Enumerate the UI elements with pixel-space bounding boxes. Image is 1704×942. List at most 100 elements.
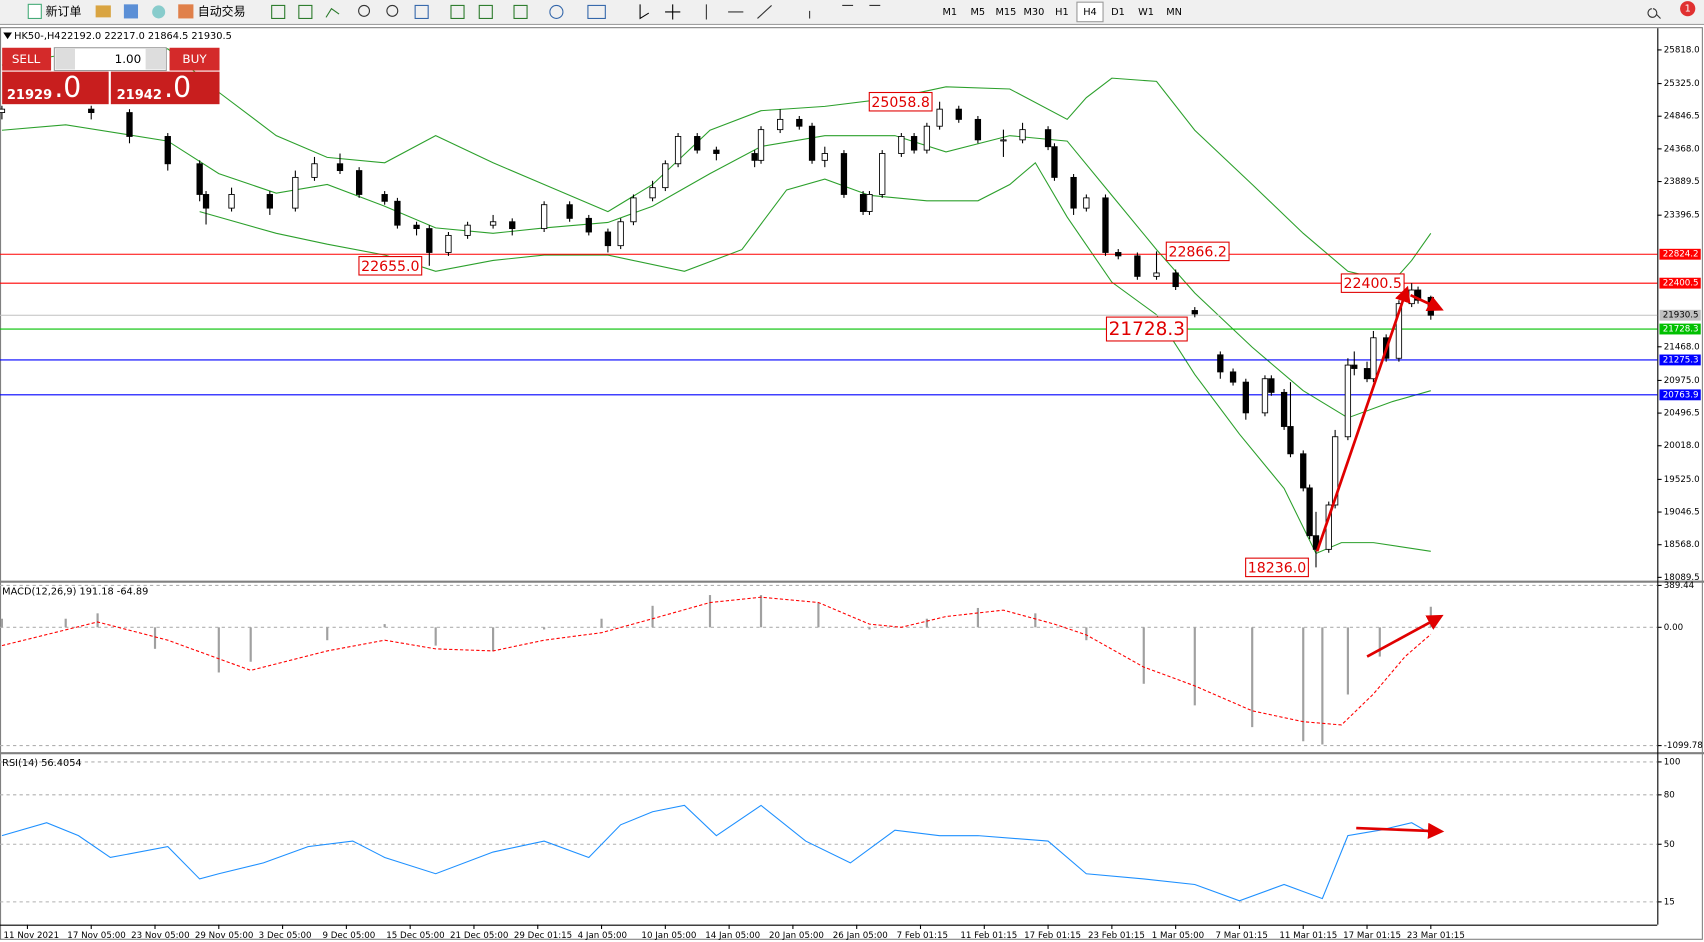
notification-badge[interactable] [1680, 1, 1696, 17]
x-tick-label: 23 Mar 01:15 [1407, 931, 1465, 941]
candle-body [1300, 453, 1307, 489]
timeframe-button[interactable]: M1 [942, 7, 957, 18]
candle-body [1191, 310, 1198, 315]
icon[interactable] [513, 4, 528, 19]
timeframe-button[interactable]: H4 [1083, 7, 1097, 18]
candle-body [808, 125, 816, 161]
arrow [1366, 614, 1444, 658]
lot-up[interactable] [145, 48, 166, 70]
icon[interactable] [325, 7, 340, 18]
icon[interactable] [298, 4, 313, 19]
candle-body [1070, 176, 1077, 209]
candle-body [955, 108, 962, 120]
x-tick-label: 3 Dec 05:00 [259, 931, 312, 941]
annotation-box [1340, 273, 1405, 293]
cursor-icon[interactable] [639, 4, 650, 20]
icon[interactable] [271, 4, 286, 19]
price-annotation: 18236.0 [1248, 560, 1306, 576]
candle-body [1102, 197, 1109, 253]
x-tick-label: 14 Jan 05:00 [705, 931, 760, 941]
lot-down[interactable] [55, 48, 75, 70]
timeframe-button[interactable]: M5 [971, 7, 986, 18]
buy-button[interactable] [169, 47, 220, 71]
sell-price-box[interactable] [2, 71, 109, 105]
icon[interactable] [152, 5, 166, 19]
price-annotation: 22400.5 [1343, 276, 1401, 292]
x-tick-label: 7 Feb 01:15 [897, 931, 948, 941]
auto-trading-icon[interactable] [178, 4, 194, 19]
buy-price-box[interactable] [110, 71, 220, 105]
y-tick-label: -1099.78 [1664, 741, 1703, 751]
new-order-icon[interactable] [27, 3, 42, 19]
timeframe-button[interactable]: MN [1166, 7, 1182, 18]
candle-body [426, 228, 433, 253]
icon[interactable] [450, 4, 465, 19]
sell-label[interactable]: SELL [12, 52, 41, 66]
timeframe-button[interactable]: W1 [1138, 7, 1154, 18]
level-price-box [1659, 277, 1701, 289]
candle-body [777, 118, 784, 131]
candle-body [649, 187, 656, 199]
y-tick-label: 80 [1664, 790, 1675, 800]
candle-body [228, 194, 235, 209]
macd-title: MACD(12,26,9) 191.18 -64.89 [2, 586, 148, 597]
timeframe-button[interactable]: D1 [1111, 7, 1125, 18]
x-tick-label: 7 Mar 01:15 [1216, 931, 1268, 941]
icon[interactable] [386, 4, 399, 17]
candle-body [796, 118, 803, 127]
bollinger-band [199, 161, 1431, 555]
new-order-button[interactable]: 新订单 [46, 3, 82, 18]
icon[interactable] [549, 4, 564, 19]
crosshair-icon[interactable] [665, 4, 681, 20]
level-price-label: 21930.5 [1663, 311, 1699, 321]
level-price-box [1659, 389, 1701, 401]
candle-body [336, 163, 344, 172]
icon[interactable] [587, 4, 606, 19]
sell-button[interactable] [2, 47, 52, 71]
y-tick-label: 50 [1664, 840, 1675, 850]
y-tick-label: 24368.0 [1664, 144, 1700, 154]
y-tick-label: 20496.5 [1664, 409, 1700, 419]
candle-body [1363, 368, 1371, 380]
candle-body [974, 118, 982, 141]
x-tick-label: 20 Jan 05:00 [769, 931, 824, 941]
y-tick-label: 23396.5 [1664, 211, 1700, 221]
search-icon[interactable] [1647, 8, 1661, 19]
candle-body [1051, 146, 1058, 178]
notification-count: 1 [1685, 4, 1691, 15]
icon[interactable] [414, 4, 429, 19]
tool-icons [271, 4, 1661, 20]
bollinger-band [1, 48, 1432, 283]
icon[interactable] [95, 5, 111, 18]
timeframe-button[interactable]: M15 [995, 7, 1016, 18]
buy-price-fraction: .0 [164, 71, 191, 104]
level-price-label: 21275.3 [1663, 355, 1699, 365]
icon[interactable] [358, 4, 371, 17]
level-price-box [1659, 248, 1701, 260]
candle-body [713, 149, 720, 154]
toolbar: 新订单 自动交易 M1 M5 M15 M30 H1 H4 D1 W1 MN 1 [0, 0, 1704, 25]
candle-body [292, 176, 299, 209]
sell-price: 21929 [7, 88, 52, 103]
annotation-box [1245, 557, 1309, 578]
candle-body [266, 194, 273, 209]
lot-value[interactable]: 1.00 [115, 52, 142, 66]
candle-body [1115, 252, 1122, 257]
auto-trading-button[interactable]: 自动交易 [198, 3, 246, 18]
timeframe-button[interactable]: H1 [1055, 7, 1069, 18]
drawing-icons[interactable] [705, 4, 881, 20]
icon[interactable] [123, 4, 139, 19]
candle-body [566, 204, 573, 219]
timeframe-active[interactable] [1076, 1, 1104, 23]
buy-label[interactable]: BUY [182, 52, 207, 66]
arrow [1410, 293, 1444, 312]
timeframe-button[interactable]: M30 [1023, 7, 1044, 18]
candle-body [1000, 139, 1007, 142]
candle-body [413, 224, 420, 230]
lot-field[interactable] [53, 47, 167, 72]
icon[interactable] [478, 4, 493, 19]
candle-body [1083, 197, 1090, 209]
candle-body [617, 221, 624, 247]
level-price-box [1659, 323, 1701, 335]
